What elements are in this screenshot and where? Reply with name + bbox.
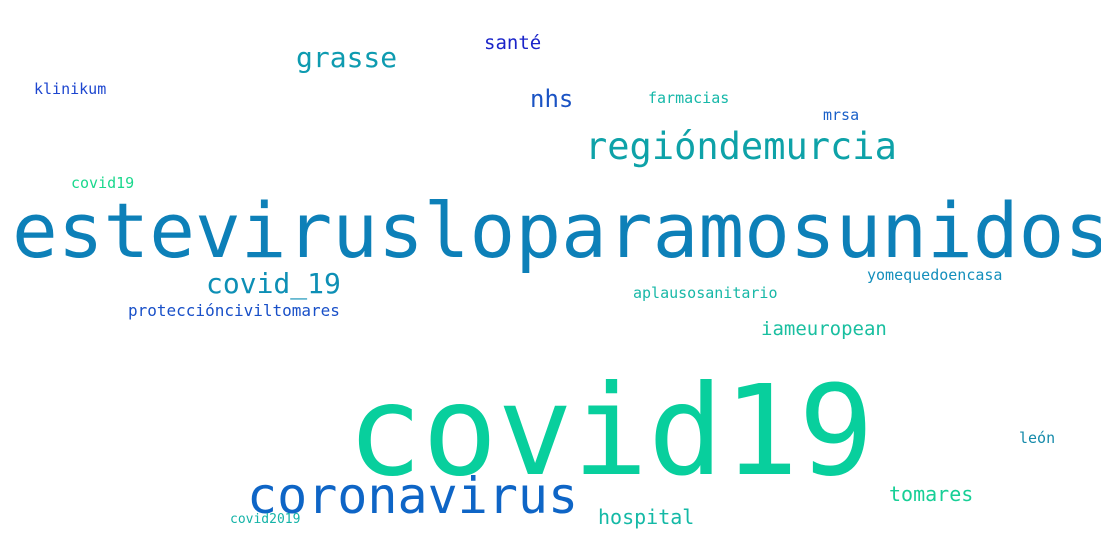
word-tomares: tomares xyxy=(889,482,974,506)
word-klinikum: klinikum xyxy=(34,80,107,98)
word-estevirusloparamosunidos: estevirusloparamosunidos xyxy=(12,186,1101,275)
word-nhs: nhs xyxy=(530,85,574,113)
word-coronavirus: coronavirus xyxy=(247,467,579,525)
word-covid2019: covid2019 xyxy=(230,512,301,527)
word-proteccionciviltomares: protecciónciviltomares xyxy=(128,301,340,320)
word-regiondemurcia: regióndemurcia xyxy=(585,125,897,168)
word-aplausosanitario: aplausosanitario xyxy=(633,284,778,302)
word-covid19: covid19 xyxy=(347,359,874,504)
word-grasse: grasse xyxy=(296,41,398,74)
word-farmacias: farmacias xyxy=(648,89,730,107)
word-leon: león xyxy=(1019,429,1056,447)
word-covid-19-small: covid19 xyxy=(71,174,135,192)
word-yomequedoencasa: yomequedoencasa xyxy=(867,266,1003,284)
word-hospital: hospital xyxy=(598,505,695,529)
word-sante: santé xyxy=(484,32,542,54)
word-iameuropean: iameuropean xyxy=(761,318,887,340)
word-covid_19: covid_19 xyxy=(206,267,341,300)
word-mrsa: mrsa xyxy=(823,106,860,124)
